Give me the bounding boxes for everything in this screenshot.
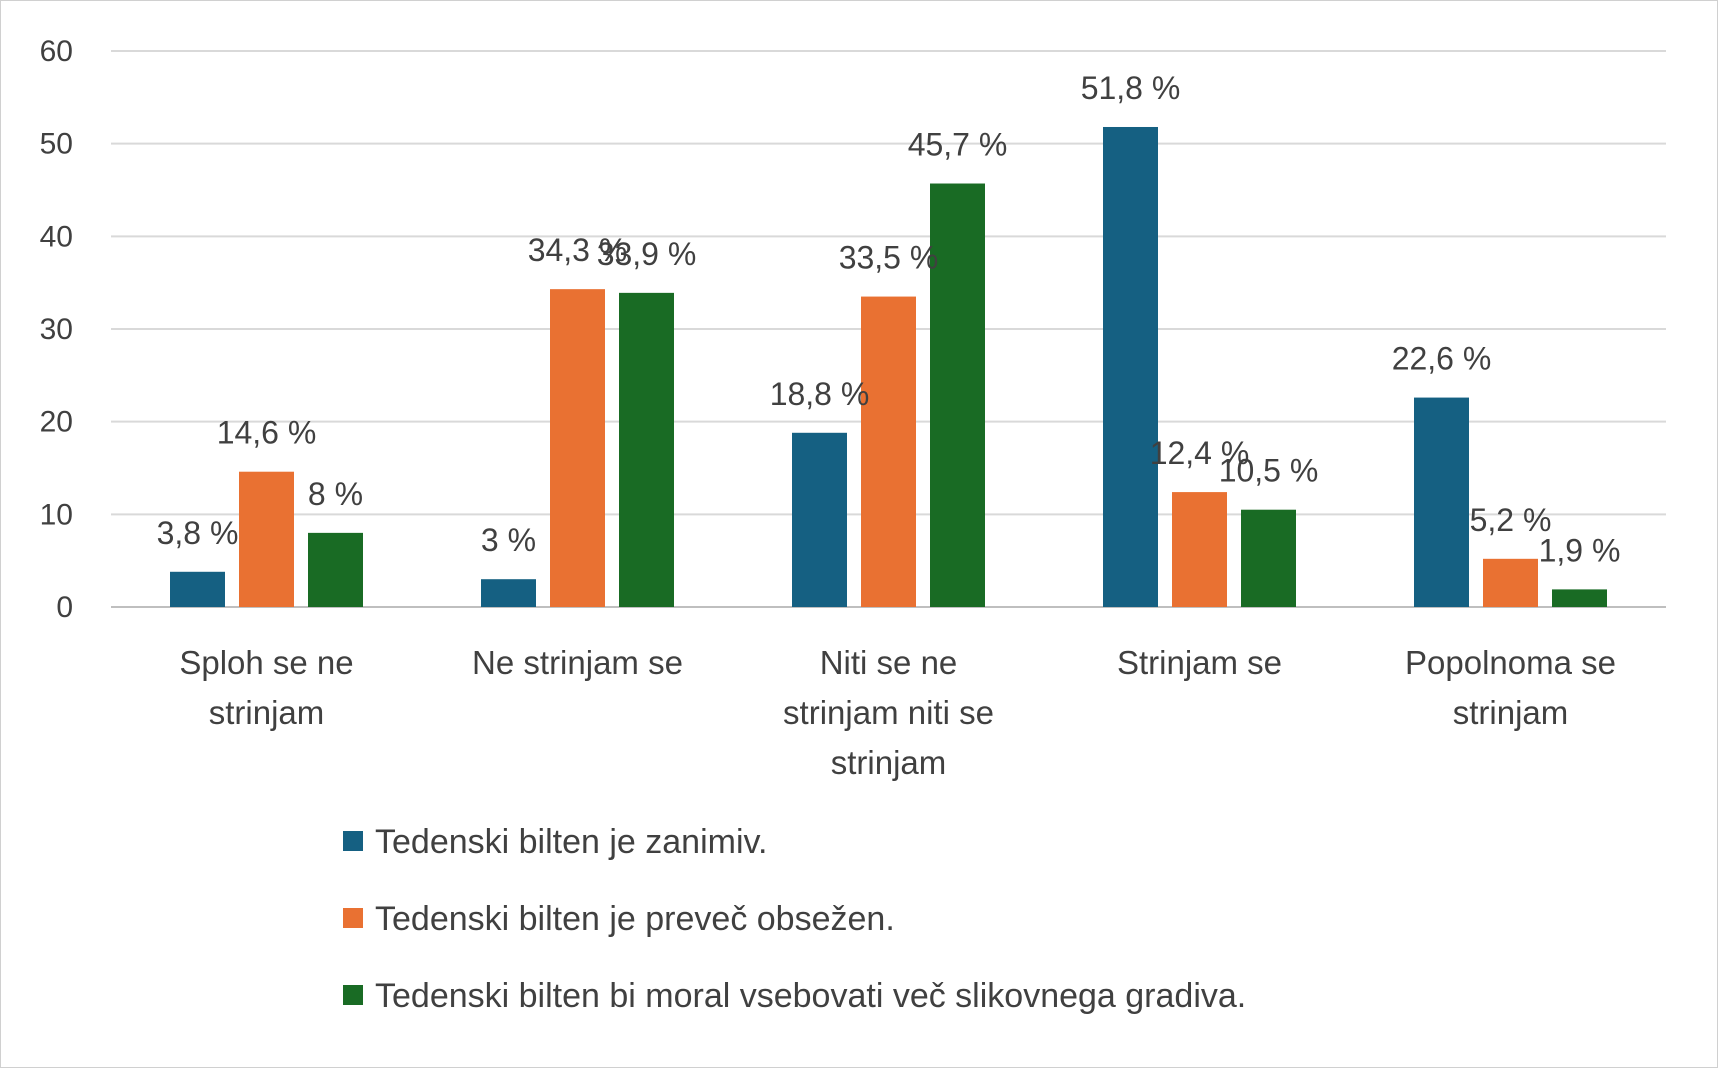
category-label-line: Sploh se ne	[179, 644, 353, 681]
data-label: 1,9 %	[1539, 532, 1621, 568]
category-label-line: Strinjam se	[1117, 644, 1282, 681]
category-label-line: strinjam	[209, 694, 325, 731]
category-label: Ne strinjam se	[472, 644, 683, 681]
y-tick-label: 60	[40, 35, 73, 68]
x-axis-categories: Sploh se ne strinjam Ne strinjam se Niti se…	[179, 644, 1616, 781]
y-axis-ticks: 0 10 20 30 40 50 60	[40, 35, 73, 624]
legend-swatch	[343, 908, 363, 928]
y-tick-label: 40	[40, 220, 73, 253]
category-label-line: Ne strinjam se	[472, 644, 683, 681]
category-label: Strinjam se	[1117, 644, 1282, 681]
bar	[1414, 397, 1469, 607]
bar	[170, 571, 225, 607]
category-label-line: Popolnoma se	[1405, 644, 1616, 681]
bar	[930, 183, 985, 607]
bar	[1241, 509, 1296, 607]
category-label-line: strinjam	[831, 744, 947, 781]
bar	[481, 579, 536, 607]
bars	[170, 126, 1607, 607]
bar	[1483, 558, 1538, 607]
data-label: 12,4 %	[1150, 435, 1250, 471]
y-tick-label: 20	[40, 406, 73, 439]
data-label: 3,8 %	[157, 515, 239, 551]
y-tick-label: 30	[40, 313, 73, 346]
category-label: Sploh se ne strinjam	[179, 644, 353, 731]
data-label: 51,8 %	[1081, 70, 1181, 106]
data-label: 10,5 %	[1219, 453, 1319, 489]
data-label: 45,7 %	[908, 127, 1008, 163]
legend-label: Tedenski bilten bi moral vsebovati več s…	[375, 977, 1246, 1015]
bar	[1103, 126, 1158, 607]
data-label: 33,5 %	[839, 240, 939, 276]
bar	[619, 292, 674, 607]
category-label-line: strinjam niti se	[783, 694, 994, 731]
bar	[550, 289, 605, 607]
data-label: 5,2 %	[1470, 502, 1552, 538]
data-label: 14,6 %	[217, 415, 317, 451]
bar	[1172, 492, 1227, 607]
legend-label: Tedenski bilten je preveč obsežen.	[375, 900, 895, 938]
data-label: 34,3 %	[528, 232, 628, 268]
category-label-line: strinjam	[1453, 694, 1569, 731]
bar	[308, 532, 363, 607]
bar	[1552, 589, 1607, 607]
bar	[792, 432, 847, 607]
legend-label: Tedenski bilten je zanimiv.	[375, 823, 767, 861]
bar	[239, 471, 294, 607]
data-label: 33,9 %	[597, 236, 697, 272]
y-tick-label: 50	[40, 128, 73, 161]
bar	[861, 296, 916, 607]
legend: Tedenski bilten je zanimiv. Tedenski bilt…	[343, 823, 1246, 1015]
y-tick-label: 0	[56, 591, 73, 624]
category-label-line: Niti se ne	[820, 644, 958, 681]
legend-swatch	[343, 985, 363, 1005]
data-labels: 3,8 % 3 %18,8 %51,8 %22,6 %14,6 %34,3 % 33…	[157, 70, 1621, 568]
category-label: Niti se ne strinjam niti se strinjam	[783, 644, 994, 781]
data-label: 8 %	[308, 476, 363, 512]
data-label: 22,6 %	[1392, 341, 1492, 377]
legend-swatch	[343, 831, 363, 851]
data-label: 3 %	[481, 522, 536, 558]
category-label: Popolnoma se strinjam	[1405, 644, 1616, 731]
y-tick-label: 10	[40, 498, 73, 531]
data-label: 18,8 %	[770, 376, 870, 412]
